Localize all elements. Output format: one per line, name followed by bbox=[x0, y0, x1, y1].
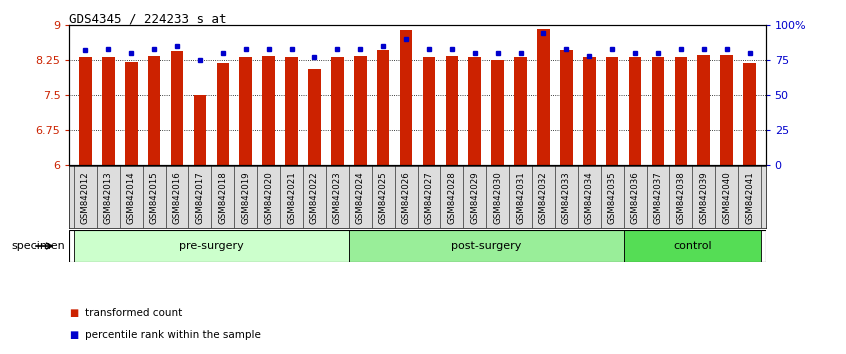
Bar bbox=[308, 69, 321, 165]
Bar bbox=[624, 230, 761, 262]
Bar bbox=[217, 63, 229, 165]
Bar bbox=[376, 50, 389, 165]
Text: percentile rank within the sample: percentile rank within the sample bbox=[85, 330, 261, 339]
Bar bbox=[721, 55, 733, 165]
Text: GSM842017: GSM842017 bbox=[195, 171, 205, 224]
Bar bbox=[80, 57, 91, 165]
Text: GSM842036: GSM842036 bbox=[630, 171, 640, 224]
Bar bbox=[74, 230, 349, 262]
Text: GSM842041: GSM842041 bbox=[745, 171, 754, 224]
Text: GSM842025: GSM842025 bbox=[379, 171, 387, 224]
Bar bbox=[171, 51, 184, 165]
Text: GSM842028: GSM842028 bbox=[448, 171, 456, 224]
Text: GSM842039: GSM842039 bbox=[700, 171, 708, 224]
Bar bbox=[400, 30, 412, 165]
Text: GSM842015: GSM842015 bbox=[150, 171, 158, 224]
Bar bbox=[446, 57, 459, 165]
Text: ■: ■ bbox=[69, 330, 79, 339]
Text: GSM842022: GSM842022 bbox=[310, 171, 319, 224]
Text: GSM842029: GSM842029 bbox=[470, 171, 480, 224]
Bar bbox=[262, 56, 275, 165]
Text: GSM842012: GSM842012 bbox=[81, 171, 90, 224]
Bar bbox=[744, 63, 755, 165]
Bar bbox=[651, 57, 664, 165]
Bar bbox=[102, 57, 114, 165]
Text: GSM842032: GSM842032 bbox=[539, 171, 548, 224]
Text: GSM842019: GSM842019 bbox=[241, 171, 250, 224]
Bar bbox=[285, 57, 298, 165]
Bar bbox=[194, 95, 206, 165]
Text: GSM842013: GSM842013 bbox=[104, 171, 113, 224]
Bar bbox=[583, 57, 596, 165]
Text: GDS4345 / 224233_s_at: GDS4345 / 224233_s_at bbox=[69, 12, 227, 25]
Bar bbox=[331, 57, 343, 165]
Text: GSM842030: GSM842030 bbox=[493, 171, 503, 224]
Text: GSM842021: GSM842021 bbox=[287, 171, 296, 224]
Text: GSM842024: GSM842024 bbox=[355, 171, 365, 224]
Text: GSM842034: GSM842034 bbox=[585, 171, 594, 224]
Text: transformed count: transformed count bbox=[85, 308, 182, 318]
Bar bbox=[349, 230, 624, 262]
Text: GSM842035: GSM842035 bbox=[607, 171, 617, 224]
Text: GSM842027: GSM842027 bbox=[425, 171, 433, 224]
Text: control: control bbox=[673, 241, 711, 251]
Bar bbox=[354, 57, 366, 165]
Text: GSM842020: GSM842020 bbox=[264, 171, 273, 224]
Bar bbox=[125, 62, 138, 165]
Bar bbox=[423, 57, 435, 165]
Bar bbox=[239, 57, 252, 165]
Text: GSM842016: GSM842016 bbox=[173, 171, 182, 224]
Text: post-surgery: post-surgery bbox=[451, 241, 521, 251]
Bar bbox=[629, 57, 641, 165]
Text: specimen: specimen bbox=[11, 241, 65, 251]
Bar bbox=[148, 56, 161, 165]
Bar bbox=[697, 55, 710, 165]
Bar bbox=[606, 57, 618, 165]
Text: GSM842031: GSM842031 bbox=[516, 171, 525, 224]
Bar bbox=[514, 57, 527, 165]
Bar bbox=[469, 57, 481, 165]
Bar bbox=[560, 50, 573, 165]
Text: pre-surgery: pre-surgery bbox=[179, 241, 244, 251]
Bar bbox=[674, 57, 687, 165]
Bar bbox=[492, 60, 504, 165]
Text: ■: ■ bbox=[69, 308, 79, 318]
Text: GSM842033: GSM842033 bbox=[562, 171, 571, 224]
Text: GSM842018: GSM842018 bbox=[218, 171, 228, 224]
Text: GSM842014: GSM842014 bbox=[127, 171, 135, 224]
Text: GSM842040: GSM842040 bbox=[722, 171, 731, 224]
Text: GSM842026: GSM842026 bbox=[402, 171, 410, 224]
Text: GSM842038: GSM842038 bbox=[677, 171, 685, 224]
Bar bbox=[537, 29, 550, 165]
Text: GSM842037: GSM842037 bbox=[653, 171, 662, 224]
Text: GSM842023: GSM842023 bbox=[332, 171, 342, 224]
